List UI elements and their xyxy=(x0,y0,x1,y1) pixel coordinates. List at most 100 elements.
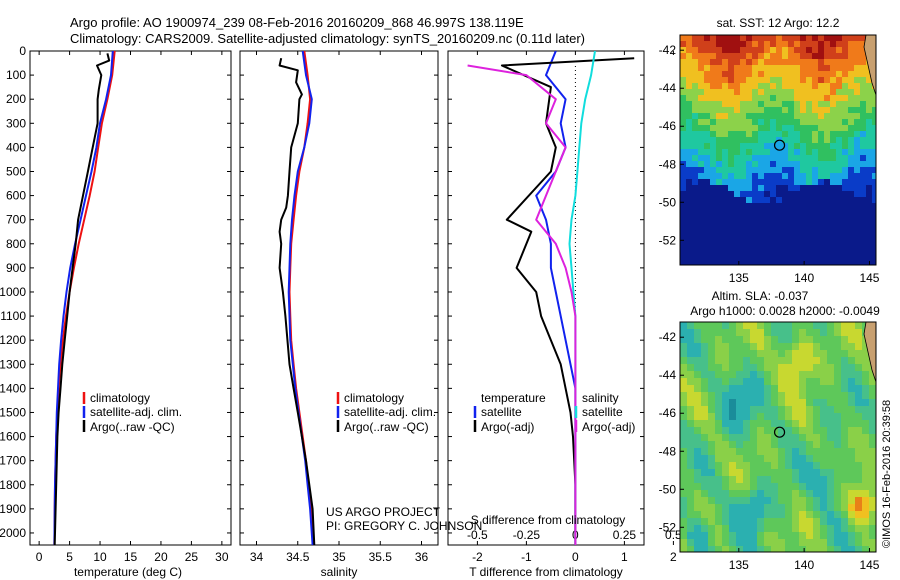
map-cell xyxy=(746,227,753,234)
map-cell xyxy=(820,385,828,393)
map-cell xyxy=(866,71,873,78)
map-cell xyxy=(740,179,747,186)
map-cell xyxy=(836,65,843,72)
map-cell xyxy=(836,41,843,48)
map-cell xyxy=(848,329,856,337)
map-cell xyxy=(750,511,758,519)
map-cell xyxy=(734,137,741,144)
map-cell xyxy=(855,469,863,477)
map-cell xyxy=(778,539,786,547)
map-cell xyxy=(830,77,837,84)
map-cell xyxy=(848,47,855,54)
map-cell xyxy=(710,161,717,168)
map-cell xyxy=(794,137,801,144)
map-cell xyxy=(728,131,735,138)
map-cell xyxy=(827,532,835,540)
map-cell xyxy=(686,197,693,204)
map-cell xyxy=(806,203,813,210)
map-x-tick-label: 140 xyxy=(794,271,814,285)
map-cell xyxy=(818,179,825,186)
map-cell xyxy=(792,455,800,463)
map-cell xyxy=(740,209,747,216)
map-cell xyxy=(752,59,759,66)
map-cell xyxy=(722,257,729,264)
map-cell xyxy=(848,167,855,174)
map-cell xyxy=(771,385,779,393)
map-cell xyxy=(698,239,705,246)
map-cell xyxy=(692,257,699,264)
map-cell xyxy=(872,245,876,252)
map-cell xyxy=(855,413,863,421)
map-cell xyxy=(813,455,821,463)
map-cell xyxy=(729,490,737,498)
map-cell xyxy=(770,239,777,246)
map-cell xyxy=(736,413,744,421)
map-cell xyxy=(686,59,693,66)
map-cell xyxy=(869,455,876,463)
map-cell xyxy=(686,35,693,42)
map-cell xyxy=(812,131,819,138)
map-cell xyxy=(728,125,735,132)
map-cell xyxy=(715,434,723,442)
map-cell xyxy=(771,497,779,505)
map-cell xyxy=(746,185,753,192)
map-cell xyxy=(722,364,730,372)
map-cell xyxy=(729,427,737,435)
map-cell xyxy=(806,191,813,198)
map-cell xyxy=(757,343,765,351)
map-cell xyxy=(771,364,779,372)
map-cell xyxy=(701,357,709,365)
sla-map-image xyxy=(680,322,876,552)
map-cell xyxy=(799,448,807,456)
map-cell xyxy=(680,427,688,435)
map-cell xyxy=(771,322,779,330)
map-cell xyxy=(734,125,741,132)
map-cell xyxy=(842,53,849,60)
map-cell xyxy=(794,47,801,54)
map-cell xyxy=(701,385,709,393)
map-cell xyxy=(827,420,835,428)
map-cell xyxy=(820,441,828,449)
map-cell xyxy=(824,161,831,168)
map-cell xyxy=(764,518,772,526)
map-cell xyxy=(680,441,688,449)
map-cell xyxy=(820,413,828,421)
map-cell xyxy=(841,420,849,428)
map-cell xyxy=(799,385,807,393)
map-cell xyxy=(752,251,759,258)
map-cell xyxy=(704,227,711,234)
map-cell xyxy=(715,406,723,414)
map-cell xyxy=(729,406,737,414)
map-cell xyxy=(757,322,765,330)
map-cell xyxy=(806,420,814,428)
map-cell xyxy=(757,406,765,414)
map-cell xyxy=(785,497,793,505)
map-cell xyxy=(812,227,819,234)
map-cell xyxy=(729,357,737,365)
legend-label-t-argo: Argo(-adj) xyxy=(481,420,534,434)
map-cell xyxy=(776,35,783,42)
map-cell xyxy=(782,143,789,150)
map-cell xyxy=(729,504,737,512)
map-cell xyxy=(746,83,753,90)
map-cell xyxy=(704,35,711,42)
map-cell xyxy=(771,511,779,519)
map-cell xyxy=(806,518,814,526)
depth-tick-label: 1900 xyxy=(0,502,26,516)
map-cell xyxy=(854,83,861,90)
map-cell xyxy=(836,197,843,204)
map-cell xyxy=(806,385,814,393)
map-cell xyxy=(812,173,819,180)
map-cell xyxy=(764,71,771,78)
map-cell xyxy=(728,257,735,264)
map-cell xyxy=(698,167,705,174)
map-cell xyxy=(827,497,835,505)
map-cell xyxy=(764,455,772,463)
map-cell xyxy=(820,455,828,463)
map-cell xyxy=(854,185,861,192)
map-cell xyxy=(740,113,747,120)
map-cell xyxy=(710,233,717,240)
map-cell xyxy=(841,371,849,379)
map-cell xyxy=(841,322,849,330)
